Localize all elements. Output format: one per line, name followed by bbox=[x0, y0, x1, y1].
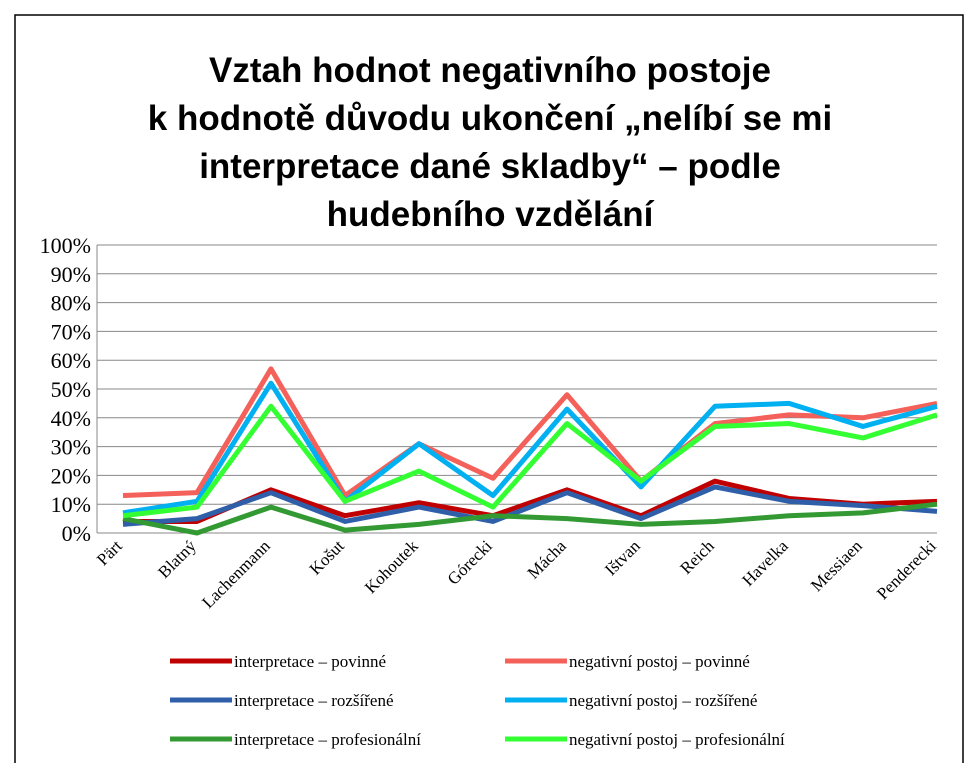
series-line bbox=[122, 380, 938, 516]
legend-label: negativní postoj – profesionální bbox=[569, 730, 785, 749]
y-tick-label: 100% bbox=[40, 233, 91, 258]
chart-title: interpretace dané skladby“ – podle bbox=[199, 147, 781, 186]
legend-label: negativní postoj – povinné bbox=[569, 652, 750, 671]
y-tick-label: 0% bbox=[62, 521, 91, 546]
y-tick-label: 90% bbox=[51, 262, 91, 287]
y-tick-label: 30% bbox=[51, 435, 91, 460]
chart-title: Vztah hodnot negativního postoje bbox=[209, 51, 771, 90]
chart-title: k hodnotě důvodu ukončení „nelíbí se mi bbox=[148, 99, 833, 138]
y-tick-label: 20% bbox=[51, 463, 91, 488]
chart-title: hudebního vzdělání bbox=[327, 195, 655, 234]
legend-label: negativní postoj – rozšířené bbox=[569, 691, 757, 710]
series-line bbox=[122, 366, 938, 499]
series-line bbox=[122, 403, 938, 519]
y-tick-label: 50% bbox=[51, 377, 91, 402]
y-tick-label: 40% bbox=[51, 406, 91, 431]
y-tick-label: 10% bbox=[51, 492, 91, 517]
series-line bbox=[122, 501, 938, 536]
y-tick-label: 80% bbox=[51, 291, 91, 316]
legend-label: interpretace – rozšířené bbox=[234, 691, 394, 710]
legend-label: interpretace – profesionální bbox=[234, 730, 421, 749]
y-tick-label: 60% bbox=[51, 348, 91, 373]
y-tick-label: 70% bbox=[51, 319, 91, 344]
series-line bbox=[122, 484, 938, 527]
legend-label: interpretace – povinné bbox=[234, 652, 386, 671]
